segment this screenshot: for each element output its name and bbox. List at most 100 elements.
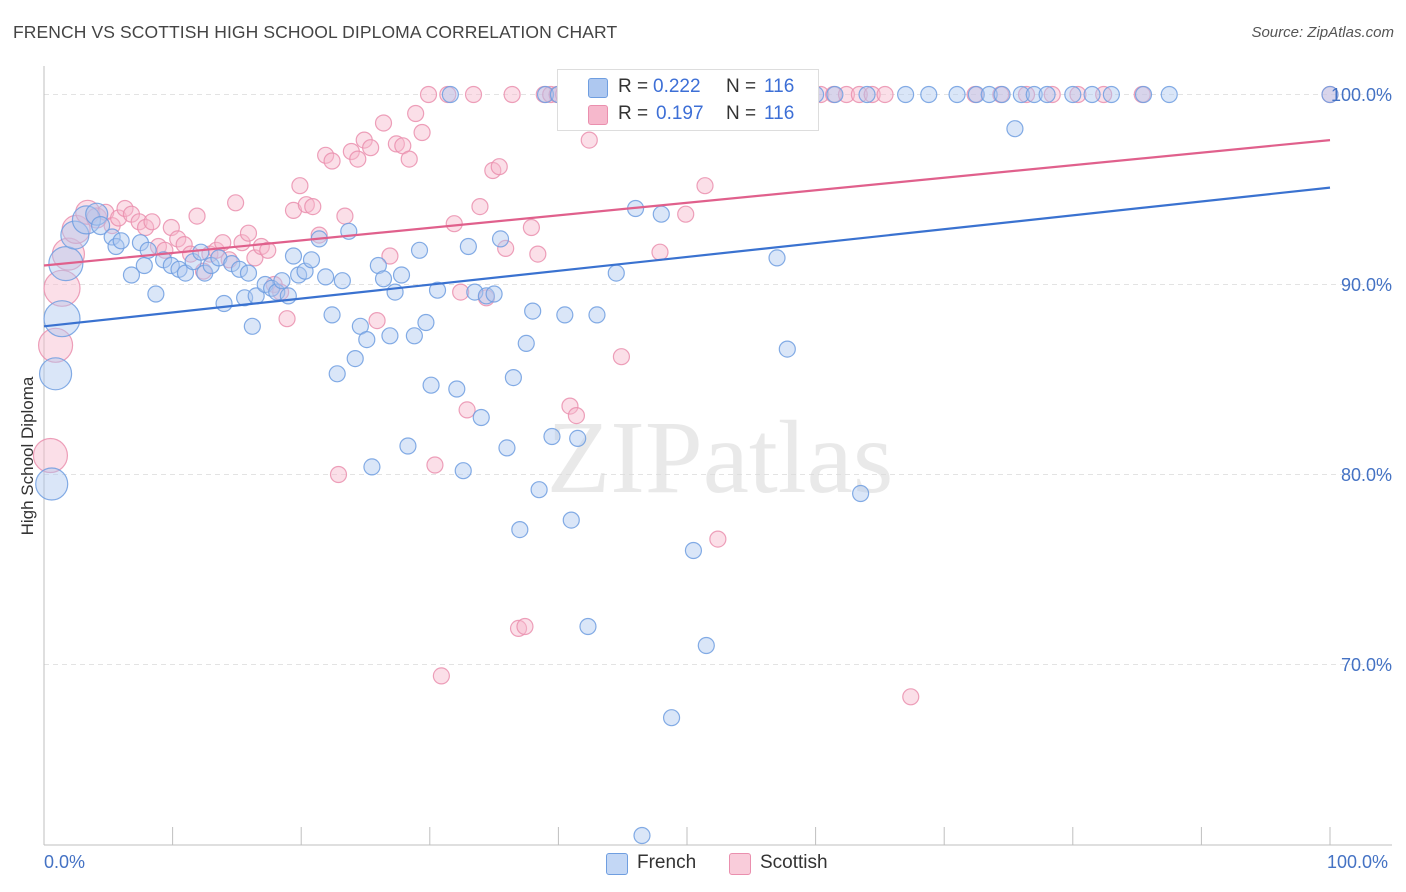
french-point [386,283,404,301]
y-tick-label: 70.0% [1340,654,1392,675]
french-point [38,357,73,391]
french-point [1321,85,1339,104]
scottish-point [516,617,534,636]
french-point [607,264,625,282]
french-point [60,220,90,250]
french-point [346,350,364,368]
scottish-point [497,239,515,257]
scottish-point [490,158,508,176]
french-point [215,294,233,313]
french-point [358,331,376,349]
scottish-point [336,207,354,225]
scottish-point [381,247,399,265]
french-point [897,85,915,104]
french-point [230,260,249,278]
trend-lines [43,139,1331,328]
r-value: 0.197 [656,103,704,124]
scottish-point [471,198,489,216]
french-swatch [588,78,608,98]
n-label: N = [726,76,757,97]
french-point [524,302,542,320]
scottish-points [32,85,1339,706]
axes [43,66,1392,846]
scottish-point [458,401,476,419]
french-point [662,709,681,727]
french-trend-line [43,186,1331,328]
scottish-point [876,85,894,104]
r-label: R = [618,103,649,124]
scottish-point [304,198,322,216]
french-point [1012,85,1030,104]
french-point [192,243,210,261]
french-point [858,85,876,104]
scottish-point [419,85,438,104]
scottish-point [509,619,528,638]
french-point [405,327,423,345]
scottish-point [387,135,405,153]
french-point [1083,85,1101,104]
french-point [633,826,651,845]
scottish-trend-line [43,139,1331,267]
french-point [317,268,335,286]
french-point [579,617,597,636]
french-point [543,427,561,446]
french-point [459,237,477,256]
source-label: Source: ZipAtlas.com [1251,24,1394,41]
french-point [284,247,303,265]
correlation-row-scottish: R = 0.197 N = 116 [558,101,818,127]
watermark: ZIPatlas [547,400,894,515]
scottish-point [580,131,598,149]
french-point [239,264,258,282]
french-point [920,85,938,104]
french-point [1102,85,1120,104]
french-point [369,256,387,275]
french-point [1006,120,1024,138]
french-point [948,85,966,104]
french-point [441,85,459,104]
french-point [1025,85,1043,104]
scottish-point [503,85,521,104]
french-point [498,439,516,457]
french-point [90,216,111,236]
french-point [697,636,715,655]
scottish-point [259,241,277,259]
french-point [1064,85,1082,104]
french-point [588,306,606,324]
scottish-point [612,348,631,366]
scottish-swatch [588,105,608,125]
french-point [517,334,535,352]
french-point [826,85,844,104]
french-point [491,230,510,248]
french-points [35,85,1339,845]
french-point [43,300,81,338]
french-point [333,272,351,290]
french-point [243,317,261,335]
scottish-point [239,224,258,242]
french-point [652,205,670,223]
y-tick-label: 80.0% [1340,464,1392,485]
scottish-point [323,152,341,170]
scottish-point [902,688,920,706]
scottish-point [696,177,714,195]
french-point [511,520,529,539]
x-tick-label-max: 100.0% [1327,852,1389,872]
scottish-point [413,123,431,142]
french-point [684,541,703,560]
legend-french-label: French [637,852,697,873]
scottish-point [400,150,418,168]
scottish-point [464,85,483,104]
french-point [328,365,346,383]
french-point [85,202,109,226]
scottish-point [374,114,393,132]
french-point [103,228,121,246]
scottish-point [651,243,669,261]
french-point [980,85,998,104]
french-point [967,85,985,104]
scottish-point [426,456,444,474]
scottish-point [432,667,450,685]
french-point [428,281,447,299]
french-point [569,429,587,447]
french-point [778,340,796,358]
scottish-point [329,465,348,484]
